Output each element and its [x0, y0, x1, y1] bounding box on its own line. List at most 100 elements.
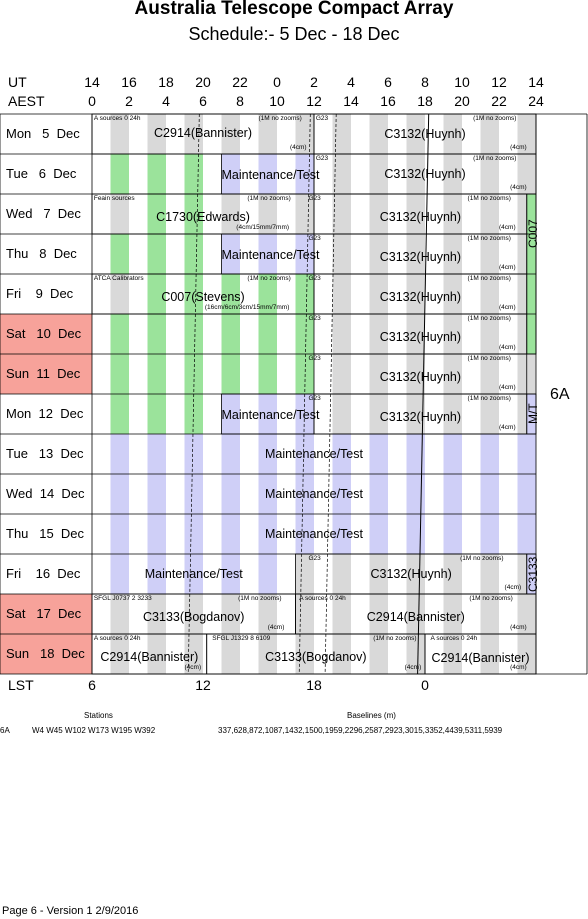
band-note: (4cm)	[499, 384, 516, 391]
aest-tick-label: 24	[528, 93, 544, 109]
day-label: Sat 17 Dec	[6, 606, 82, 621]
stripe	[110, 154, 129, 194]
stripe	[258, 354, 277, 394]
stripe	[480, 554, 499, 594]
obs-label: C007(Stevens)	[161, 290, 245, 304]
source-note: A sources 0 24h	[93, 635, 141, 642]
aest-tick-label: 10	[269, 93, 285, 109]
obs-label: C3132(Huynh)	[379, 210, 462, 224]
baselines-heading: Baselines (m)	[347, 711, 396, 720]
stripe	[184, 354, 203, 394]
band-note: (4cm/15mm/7mm)	[236, 224, 290, 231]
source-note: A sources 0 24h	[93, 115, 141, 122]
stripe	[184, 274, 203, 314]
source-note: SFGL J1329 8 6109	[212, 635, 271, 642]
stripe	[369, 154, 388, 194]
stripe	[443, 394, 462, 434]
band-note: (4cm)	[504, 584, 522, 591]
obs-label: C2914(Bannister)	[366, 610, 465, 624]
aest-tick-label: 8	[236, 93, 244, 109]
weekend-cell	[0, 594, 92, 634]
stripe	[147, 354, 166, 394]
stripe	[147, 314, 166, 354]
stripe	[480, 394, 499, 434]
stripe	[406, 274, 425, 314]
stripe	[369, 554, 388, 594]
stripe	[258, 514, 277, 554]
stripe	[332, 234, 351, 274]
lst-line-0	[417, 113, 430, 675]
stripe	[517, 474, 536, 514]
ut-tick-label: 14	[84, 74, 100, 90]
stripe	[258, 234, 277, 274]
obs-label: C2914(Bannister)	[100, 650, 199, 664]
stripe	[221, 514, 240, 554]
lst-line-12	[298, 113, 311, 675]
stripe	[147, 474, 166, 514]
stripe	[517, 434, 536, 474]
zoom-note: (1M no zooms)	[467, 395, 511, 402]
ut-tick-label: 12	[491, 74, 507, 90]
band-note: (4cm)	[404, 664, 422, 671]
c3133-block	[526, 553, 537, 595]
day-label: Fri 16 Dec	[6, 566, 81, 581]
stripe	[480, 274, 499, 314]
band-note: (4cm)	[499, 224, 516, 231]
stripe	[110, 394, 129, 434]
stripe	[480, 234, 499, 274]
stripe	[443, 514, 462, 554]
stripe	[480, 594, 499, 634]
stripe	[221, 234, 240, 274]
zoom-note: (1M no zooms)	[238, 595, 282, 602]
stripe	[258, 434, 277, 474]
stripe	[221, 394, 240, 434]
day-label: Sun 11 Dec	[6, 366, 81, 381]
stripe	[369, 634, 388, 674]
stripe	[110, 354, 129, 394]
stripe	[147, 394, 166, 434]
stripe	[332, 594, 351, 634]
stripe	[110, 474, 129, 514]
stripe	[258, 194, 277, 234]
stripe	[110, 594, 129, 634]
zoom-note: (1M no zooms)	[467, 355, 511, 362]
source-note: ATCA Calibrators	[93, 275, 144, 282]
day-label: Tue 6 Dec	[6, 166, 77, 181]
stripe	[443, 434, 462, 474]
stripe	[110, 634, 129, 674]
obs-label: C2914(Bannister)	[154, 126, 252, 140]
stripe	[406, 154, 425, 194]
stripe	[443, 154, 462, 194]
stripe	[221, 274, 240, 314]
weekend-cell	[0, 314, 92, 354]
obs-label: C3132(Huynh)	[384, 127, 466, 141]
maintenance-label: Maintenance/Test	[265, 487, 363, 501]
page-title: Australia Telescope Compact Array	[134, 0, 454, 19]
stripe	[443, 354, 462, 394]
aest-tick-label: 14	[343, 93, 359, 109]
stripe	[406, 394, 425, 434]
stripe	[369, 314, 388, 354]
stripe	[184, 434, 203, 474]
stripe	[406, 114, 425, 154]
stripe	[147, 554, 166, 594]
obs-label: C3132(Huynh)	[379, 330, 462, 344]
stripe	[295, 194, 314, 234]
stripe	[258, 394, 277, 434]
source-note: Feain sources	[93, 195, 135, 202]
stripe	[110, 314, 129, 354]
stripe	[369, 234, 388, 274]
stripe	[221, 554, 240, 594]
aest-tick-label: 16	[380, 93, 396, 109]
stripe	[147, 194, 166, 234]
ut-tick-label: 4	[347, 74, 355, 90]
stripe	[517, 114, 536, 154]
obs-label: C3132(Huynh)	[379, 370, 462, 384]
vertical-block-label: C007	[525, 219, 540, 249]
stripe	[221, 594, 240, 634]
band-note: (4cm)	[499, 424, 516, 431]
stripe	[369, 394, 388, 434]
stripe	[443, 474, 462, 514]
obs-label: C3132(Huynh)	[379, 290, 462, 304]
ut-tick-label: 22	[232, 74, 248, 90]
